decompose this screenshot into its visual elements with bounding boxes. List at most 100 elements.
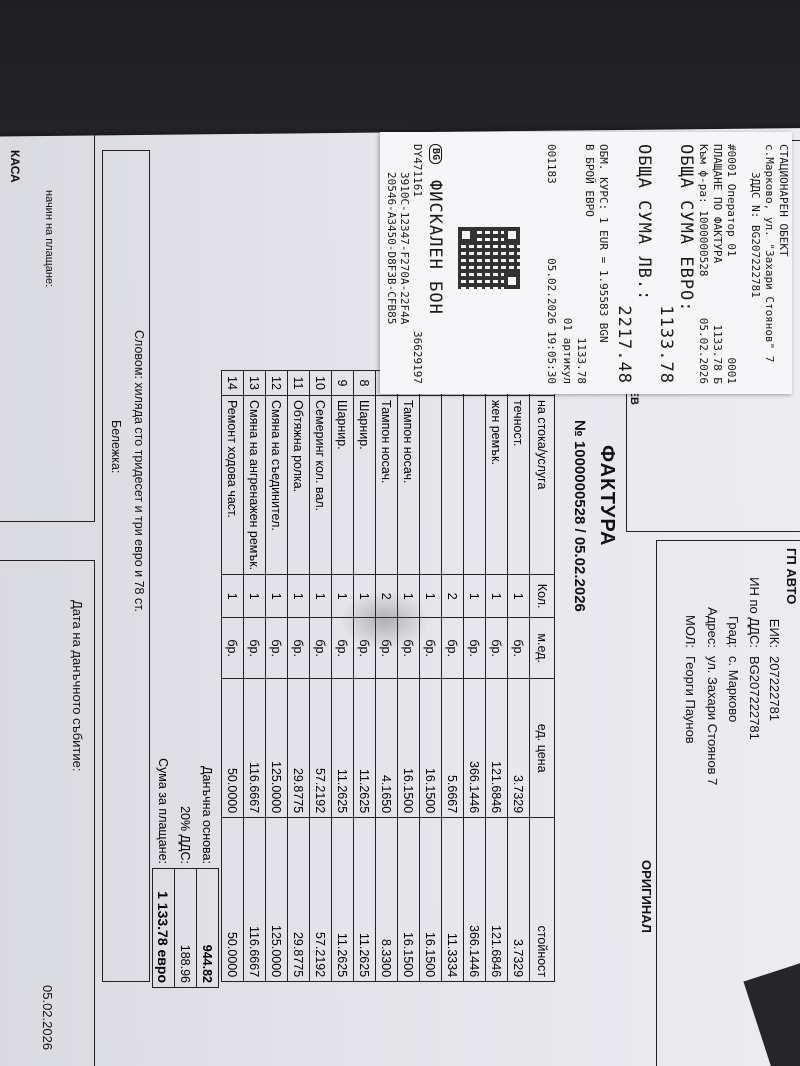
totals-vat-row: 20% ДДС: 188.96 <box>174 660 197 988</box>
header-price: ед. цена <box>529 678 555 818</box>
item-amount: 16.1500 <box>419 817 442 982</box>
receipt-operator: #0001 Оператор 01 <box>725 144 738 257</box>
item-name: Шарнир. <box>331 395 354 575</box>
sum-label: Сума за плащане: <box>156 758 171 864</box>
item-qty: 1 <box>265 574 288 618</box>
row-number: 13 <box>243 370 266 396</box>
item-price: 121.6846 <box>485 678 508 818</box>
item-price: 11.2625 <box>353 678 376 818</box>
supplier-name: ГП АВТО <box>784 548 799 605</box>
receipt-number: 001183 <box>545 144 558 184</box>
qr-finder <box>458 227 474 243</box>
item-price: 16.1500 <box>397 678 420 818</box>
address-value: ул. Захари Стоянов 7 <box>705 656 720 786</box>
table-row: 12 Смяна на съединител. 1 бр. 125.0000 125.00… <box>265 370 288 982</box>
item-amount: 3.7329 <box>507 817 530 982</box>
item-price: 5.6667 <box>441 678 464 818</box>
invoice-title: ФАКТУРА <box>596 445 618 547</box>
item-amount: 8.3300 <box>375 817 398 982</box>
item-price: 125.0000 <box>265 678 288 818</box>
bg-fiscal-logo: BG <box>429 144 442 165</box>
header-name: на стока/услуга <box>529 395 555 575</box>
item-unit: бр. <box>441 617 464 679</box>
supplier-eik: ЕИК: 207222781 <box>767 560 782 721</box>
receipt-total-eur: 1133.78 <box>656 305 676 384</box>
original-label: ОРИГИНАЛ <box>639 860 654 933</box>
table-row: течност. 1 бр. 3.7329 3.7329 <box>507 370 530 982</box>
receipt-cash-amount: 1133.78 <box>575 337 588 384</box>
item-name <box>419 395 442 575</box>
item-amount: 121.6846 <box>485 817 508 982</box>
item-name: Ремонт ходова част. <box>221 395 244 575</box>
receipt-device-id: DY471161 <box>411 144 424 197</box>
row-number: 10 <box>309 370 332 396</box>
receipt-total-bgn: 2217.48 <box>614 305 634 384</box>
item-amount: 116.6667 <box>243 817 266 982</box>
item-name: Тампон носач. <box>397 395 420 575</box>
item-name <box>463 395 486 575</box>
row-number: 9 <box>331 370 354 396</box>
vat-label: ИН по ДДС: <box>747 577 762 648</box>
receipt-payment-amount: 1133.78 Б <box>711 324 724 384</box>
item-qty: 1 <box>309 574 332 618</box>
mol-label: МОЛ: <box>683 615 698 648</box>
item-unit: бр. <box>221 617 244 679</box>
table-row: жен ремък. 1 бр. 121.6846 121.6846 <box>485 370 508 982</box>
row-number: 14 <box>221 370 244 396</box>
item-unit: бр. <box>265 617 288 679</box>
item-qty: 2 <box>441 574 464 618</box>
city-label: Град: <box>726 616 741 648</box>
note-label: Бележка: <box>109 420 123 474</box>
table-row: 11 Обтяжна ролка. 1 бр. 29.8775 29.8775 <box>287 370 310 982</box>
header-qty: Кол. <box>529 574 555 618</box>
table-row: 1 бр. 366.1446 366.1446 <box>463 370 486 982</box>
item-unit: бр. <box>463 617 486 679</box>
receipt-articles: 01 артикул <box>561 317 574 384</box>
item-unit: бр. <box>309 617 332 679</box>
qr-code <box>458 227 520 289</box>
header-amount: стойност <box>529 817 555 982</box>
receipt-fiscal-title: ФИСКАЛЕН БОН <box>425 180 445 315</box>
totals-sum-row: Сума за плащане: 1 133.78 евро <box>152 660 175 988</box>
item-name: Семеринг кол. вал. <box>309 395 332 575</box>
receipt-rate: ОБМ. КУРС: 1 EUR = 1.95583 BGN <box>597 144 610 343</box>
vat-total-value: 188.96 <box>174 868 197 988</box>
supplier-address: Адрес: ул. Захари Стоянов 7 <box>705 560 720 785</box>
item-unit: бр. <box>507 617 530 679</box>
qr-finder <box>504 227 520 243</box>
item-amount: 366.1446 <box>463 817 486 982</box>
item-amount: 11.2625 <box>331 817 354 982</box>
item-unit: бр. <box>243 617 266 679</box>
item-amount: 11.3334 <box>441 817 464 982</box>
item-name: Шарнир. <box>353 395 376 575</box>
base-value: 944.82 <box>196 868 219 988</box>
item-price: 4.1650 <box>375 678 398 818</box>
table-row: 10 Семеринг кол. вал. 1 бр. 57.2192 57.2192 <box>309 370 332 982</box>
item-name: жен ремък. <box>485 395 508 575</box>
receipt-fiscal-memory: 36629197 <box>411 331 424 384</box>
item-amount: 125.0000 <box>265 817 288 982</box>
row-number: 12 <box>265 370 288 396</box>
stain <box>340 590 430 650</box>
item-amount: 11.2625 <box>353 817 376 982</box>
receipt-datetime: 05.02.2026 19:05:30 <box>545 258 558 384</box>
item-name: Тампон носач. <box>375 395 398 575</box>
receipt-line: с.Марково, ул. "Захари Стоянов" 7 <box>763 144 776 363</box>
item-amount: 16.1500 <box>397 817 420 982</box>
item-price: 116.6667 <box>243 678 266 818</box>
item-price: 29.8775 <box>287 678 310 818</box>
payment-method-label: начин на плащане: <box>43 190 55 288</box>
item-amount: 57.2192 <box>309 817 332 982</box>
items-table: на стока/услуга Кол. м.ед. ед. цена стой… <box>221 370 555 982</box>
item-amount: 50.0000 <box>221 817 244 982</box>
tax-event-label: Дата на данъчното събитие: <box>70 600 85 772</box>
item-name: Смяна на ангренажен ремък. <box>243 395 266 575</box>
totals-base-row: Данъчна основа: 944.82 <box>196 660 219 988</box>
supplier-city: Град: с. Марково <box>726 560 741 722</box>
receipt-operator-code: 0001 <box>725 357 738 385</box>
mol-value: Георги Паунов <box>683 656 698 744</box>
item-name <box>441 395 464 575</box>
receipt-payment-type: ПЛАЩАНЕ ПО ФАКТУРА <box>711 144 724 264</box>
item-price: 50.0000 <box>221 678 244 818</box>
